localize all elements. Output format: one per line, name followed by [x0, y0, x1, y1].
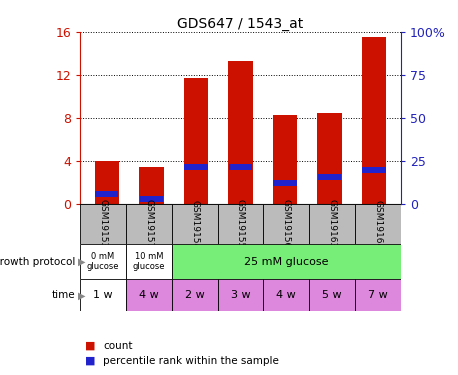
Title: GDS647 / 1543_at: GDS647 / 1543_at	[177, 17, 304, 31]
Bar	[309, 204, 355, 244]
Bar	[172, 204, 218, 244]
Text: GSM19157: GSM19157	[144, 200, 153, 249]
Bar	[80, 279, 126, 311]
Bar	[126, 279, 172, 311]
Bar	[80, 204, 126, 244]
Bar	[218, 204, 263, 244]
Text: time: time	[52, 290, 76, 300]
Bar	[95, 190, 119, 196]
Text: 7 w: 7 w	[368, 290, 388, 300]
Bar	[228, 61, 253, 204]
Bar	[273, 180, 297, 186]
Text: GSM19156: GSM19156	[282, 200, 291, 249]
Bar	[172, 279, 218, 311]
Text: GSM19163: GSM19163	[327, 200, 337, 249]
Bar	[362, 37, 386, 204]
Bar	[229, 164, 252, 170]
Bar	[184, 78, 208, 204]
Bar	[172, 244, 401, 279]
Text: 5 w: 5 w	[322, 290, 342, 300]
Text: growth protocol: growth protocol	[0, 256, 76, 267]
Bar	[263, 279, 309, 311]
Text: GSM19164: GSM19164	[373, 200, 382, 249]
Text: 2 w: 2 w	[185, 290, 205, 300]
Text: ▶: ▶	[78, 290, 85, 300]
Text: 10 mM
glucose: 10 mM glucose	[133, 252, 165, 271]
Bar	[80, 244, 126, 279]
Text: 25 mM glucose: 25 mM glucose	[244, 256, 328, 267]
Bar	[355, 204, 401, 244]
Bar	[184, 164, 207, 170]
Text: count: count	[103, 340, 132, 351]
Text: 4 w: 4 w	[276, 290, 296, 300]
Text: ▶: ▶	[78, 256, 85, 267]
Bar	[139, 166, 164, 204]
Bar	[362, 167, 386, 173]
Text: GSM19153: GSM19153	[98, 200, 108, 249]
Text: percentile rank within the sample: percentile rank within the sample	[103, 356, 279, 366]
Bar	[126, 244, 172, 279]
Bar	[95, 161, 119, 204]
Text: 1 w: 1 w	[93, 290, 113, 300]
Bar	[317, 113, 342, 204]
Bar	[355, 279, 401, 311]
Text: 4 w: 4 w	[139, 290, 159, 300]
Bar	[126, 204, 172, 244]
Bar	[218, 279, 263, 311]
Text: 0 mM
glucose: 0 mM glucose	[87, 252, 119, 271]
Text: ■: ■	[85, 356, 95, 366]
Bar	[309, 279, 355, 311]
Bar	[318, 174, 341, 180]
Bar	[263, 204, 309, 244]
Text: ■: ■	[85, 340, 95, 351]
Bar	[273, 115, 297, 204]
Bar	[140, 196, 163, 202]
Text: 3 w: 3 w	[231, 290, 250, 300]
Text: GSM19155: GSM19155	[236, 200, 245, 249]
Text: GSM19154: GSM19154	[190, 200, 199, 249]
